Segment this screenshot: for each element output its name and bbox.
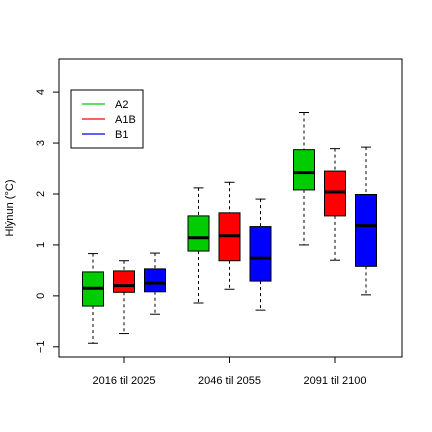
x-tick-label: 2046 til 2055	[198, 375, 261, 387]
boxes-layer	[82, 111, 377, 344]
y-axis-title: Hlýnun (°C)	[4, 180, 16, 237]
legend-label-B1: B1	[115, 129, 128, 141]
y-tick-label: 0	[35, 293, 47, 299]
boxplot-A2-2	[293, 111, 315, 246]
y-tick-label: 1	[35, 242, 47, 248]
box	[249, 226, 272, 282]
box	[324, 170, 346, 217]
box	[293, 149, 315, 191]
boxplot-B1-1	[249, 198, 272, 311]
y-axis: −1 0 1 2 3 4	[35, 89, 60, 354]
legend: A2 A1B B1	[70, 89, 144, 149]
box	[113, 270, 135, 293]
box	[187, 215, 210, 252]
boxplot-B1-0	[144, 252, 166, 315]
box	[144, 268, 166, 293]
boxplot-A2-1	[187, 187, 210, 304]
boxplot-A1B-1	[218, 181, 241, 290]
box	[355, 194, 377, 267]
y-tick-label: −1	[35, 341, 47, 354]
x-axis: 2016 til 2025 2046 til 2055 2091 til 2100	[93, 356, 367, 387]
y-tick-label: 4	[35, 89, 47, 95]
boxplot-B1-2	[355, 146, 377, 296]
boxplot-A2-0	[82, 253, 104, 344]
x-tick-label: 2091 til 2100	[304, 375, 367, 387]
boxplot-A1B-0	[113, 260, 135, 335]
legend-label-A1B: A1B	[115, 114, 136, 126]
x-tick-label: 2016 til 2025	[93, 375, 156, 387]
y-tick-label: 2	[35, 191, 47, 197]
boxplot-A1B-2	[324, 148, 346, 261]
y-tick-label: 3	[35, 140, 47, 146]
legend-label-A2: A2	[115, 99, 128, 111]
